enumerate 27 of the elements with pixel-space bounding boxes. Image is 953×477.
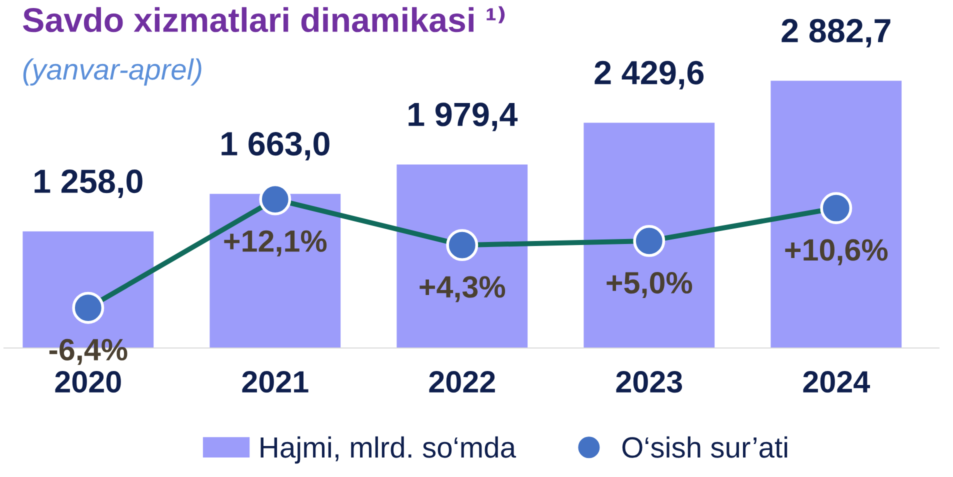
data-label: +10,6%: [785, 239, 888, 266]
x-tick-label: 2021: [242, 371, 308, 393]
data-label: 2 882,7: [782, 18, 890, 48]
bar: [210, 194, 341, 348]
x-tick-label: 2024: [803, 371, 870, 393]
data-label: +4,3%: [420, 276, 506, 302]
data-label: -6,4%: [49, 338, 128, 365]
point: [446, 229, 478, 262]
legend-label: Hajmi, mlrd. so‘mda: [260, 436, 516, 464]
data-label: +5,0%: [606, 272, 692, 298]
bar: [770, 80, 902, 348]
legend-label: O‘sish sur’ati: [622, 436, 788, 458]
data-label: 1 979,4: [408, 102, 518, 132]
data-label: 1 258,0: [34, 170, 142, 198]
point: [820, 192, 852, 224]
chart-title: Savdo xizmatlari dinamikasi ¹⁾: [22, 6, 505, 32]
point: [633, 224, 666, 257]
x-tick-label: 2020: [55, 371, 121, 393]
point: [72, 292, 104, 324]
data-label: +12,1%: [224, 230, 327, 256]
chart-subtitle: (yanvar-aprel): [23, 58, 202, 86]
data-label: 1 663,0: [222, 132, 330, 160]
x-tick-label: 2023: [616, 371, 682, 393]
bar: [396, 164, 528, 348]
x-tick-label: 2022: [429, 371, 495, 393]
data-label: 2 429,6: [594, 60, 704, 90]
bar: [584, 122, 715, 348]
